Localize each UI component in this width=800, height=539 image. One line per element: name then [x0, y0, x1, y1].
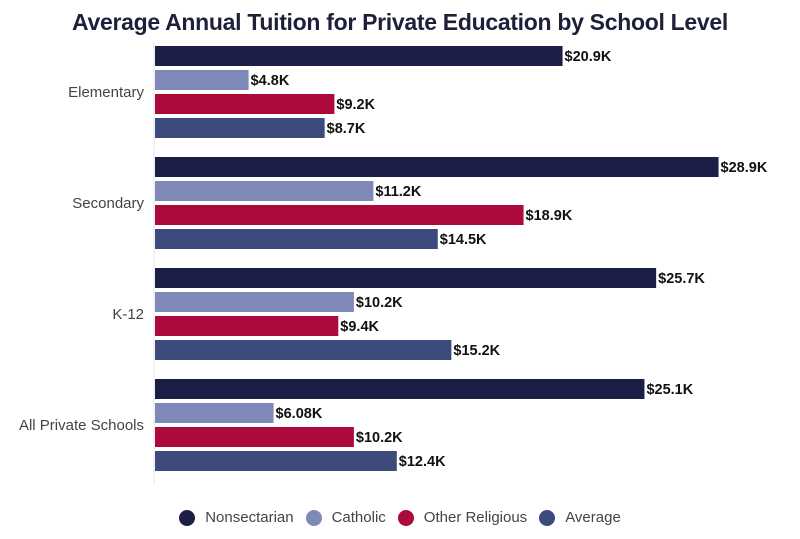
bar-elementary-other-religious[interactable]: [155, 94, 335, 114]
value-label-elementary-other-religious: $9.2K: [336, 97, 375, 113]
bar-secondary-average[interactable]: [155, 229, 438, 249]
labels-layer: Elementary $20.9K $4.8K $9.2K $8.7K Secondary…: [19, 49, 768, 470]
bar-k-12-nonsectarian[interactable]: [155, 268, 657, 288]
legend-label: Average: [565, 509, 621, 526]
bar-all-private-schools-average[interactable]: [155, 451, 397, 471]
category-label-elementary: Elementary: [68, 84, 144, 101]
value-label-k-12-average: $15.2K: [453, 343, 500, 359]
bar-all-private-schools-nonsectarian[interactable]: [155, 379, 645, 399]
bar-secondary-nonsectarian[interactable]: [155, 157, 719, 177]
value-label-k-12-nonsectarian: $25.7K: [658, 271, 705, 287]
legend-label: Other Religious: [423, 509, 528, 526]
legend-dot-icon: [179, 509, 196, 526]
value-label-all-private-schools-other-religious: $10.2K: [356, 430, 403, 446]
bar-k-12-catholic[interactable]: [155, 292, 354, 312]
legend-item-other-religious[interactable]: Other Religious: [397, 509, 528, 526]
legend-dot-icon: [397, 509, 414, 526]
category-label-k-12: K-12: [112, 306, 144, 323]
bars-layer: [155, 46, 719, 471]
value-label-secondary-catholic: $11.2K: [375, 184, 421, 200]
bar-secondary-other-religious[interactable]: [155, 205, 524, 225]
legend-item-average[interactable]: Average: [539, 509, 621, 526]
bar-elementary-nonsectarian[interactable]: [155, 46, 563, 66]
bar-secondary-catholic[interactable]: [155, 181, 374, 201]
value-label-all-private-schools-nonsectarian: $25.1K: [646, 382, 693, 398]
bar-chart: Elementary $20.9K $4.8K $9.2K $8.7K Secondary…: [19, 42, 768, 484]
category-label-secondary: Secondary: [72, 195, 144, 212]
legend-item-nonsectarian[interactable]: Nonsectarian: [179, 509, 294, 526]
legend-dot-icon: [539, 509, 556, 526]
value-label-secondary-other-religious: $18.9K: [526, 208, 573, 224]
value-label-secondary-average: $14.5K: [440, 232, 487, 248]
chart-title: Average Annual Tuition for Private Educa…: [72, 9, 728, 35]
value-label-elementary-catholic: $4.8K: [251, 73, 290, 89]
legend-label: Nonsectarian: [205, 509, 294, 526]
value-label-all-private-schools-catholic: $6.08K: [276, 406, 323, 422]
value-label-all-private-schools-average: $12.4K: [399, 454, 446, 470]
value-label-secondary-nonsectarian: $28.9K: [721, 160, 768, 176]
legend: Nonsectarian Catholic Other Religious Avera…: [0, 509, 800, 526]
bar-elementary-catholic[interactable]: [155, 70, 249, 90]
value-label-k-12-catholic: $10.2K: [356, 295, 403, 311]
bar-all-private-schools-other-religious[interactable]: [155, 427, 354, 447]
bar-all-private-schools-catholic[interactable]: [155, 403, 274, 423]
bar-k-12-average[interactable]: [155, 340, 452, 360]
legend-dot-icon: [305, 509, 322, 526]
category-label-all-private-schools: All Private Schools: [19, 417, 144, 434]
bar-k-12-other-religious[interactable]: [155, 316, 339, 336]
legend-item-catholic[interactable]: Catholic: [305, 509, 386, 526]
value-label-elementary-average: $8.7K: [327, 121, 366, 137]
bar-elementary-average[interactable]: [155, 118, 325, 138]
legend-label: Catholic: [331, 509, 386, 526]
value-label-elementary-nonsectarian: $20.9K: [565, 49, 612, 65]
value-label-k-12-other-religious: $9.4K: [340, 319, 379, 335]
